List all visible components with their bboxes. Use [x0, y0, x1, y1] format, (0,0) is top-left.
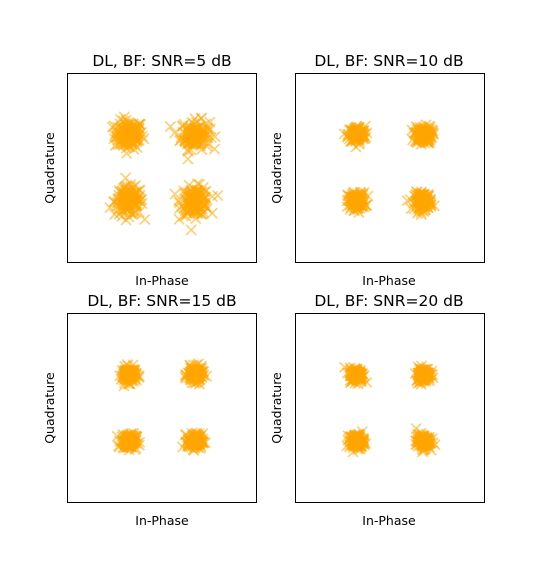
y-axis-label: Quadrature — [42, 372, 57, 444]
scatter-point — [119, 369, 131, 381]
marker-layer — [104, 111, 224, 236]
scatter-point — [416, 189, 428, 201]
scatter-point — [201, 140, 213, 152]
y-axis-label: Quadrature — [42, 132, 57, 204]
scatter-point — [351, 193, 363, 205]
scatter-point — [184, 198, 196, 211]
scatter-point — [164, 120, 177, 133]
subplot-snr5: DL, BF: SNR=5 dB In-Phase Quadrature — [42, 52, 257, 288]
axes-frame — [295, 73, 485, 263]
scatter-point — [104, 202, 116, 214]
scatter-point — [196, 126, 208, 138]
scatter-point — [421, 433, 433, 445]
scatter-point — [351, 203, 363, 215]
subplot-title: DL, BF: SNR=10 dB — [314, 52, 463, 70]
subplot-snr20: DL, BF: SNR=20 dB In-Phase Quadrature — [269, 292, 485, 528]
marker-layer — [338, 119, 440, 221]
scatter-point — [352, 443, 364, 455]
scatter-point — [349, 125, 361, 137]
scatter-point — [411, 375, 423, 387]
scatter-point — [185, 362, 197, 374]
scatter-point — [187, 125, 199, 137]
scatter-point — [117, 182, 129, 195]
scatter-point — [423, 120, 435, 132]
scatter-point — [178, 185, 190, 197]
scatter-point — [422, 130, 434, 142]
y-axis-label: Quadrature — [269, 132, 284, 204]
scatter-point — [427, 369, 439, 381]
axes-frame — [295, 313, 485, 503]
scatter-point — [124, 187, 136, 199]
y-axis-label: Quadrature — [269, 372, 284, 444]
marker-layer — [339, 360, 441, 458]
scatter-point — [133, 206, 145, 218]
scatter-point — [415, 368, 428, 380]
scatter-point — [194, 204, 206, 216]
scatter-point — [421, 199, 433, 211]
scatter-point — [128, 125, 140, 137]
scatter-point — [169, 188, 181, 200]
scatter-point — [112, 193, 124, 205]
scatter-point — [188, 183, 200, 195]
scatter-point — [122, 430, 134, 443]
subplot-title: DL, BF: SNR=15 dB — [87, 292, 236, 310]
scatter-point — [177, 120, 189, 132]
subplot-title: DL, BF: SNR=20 dB — [314, 292, 463, 310]
scatter-point — [112, 139, 124, 151]
scatter-point — [126, 135, 138, 147]
subplot-title: DL, BF: SNR=5 dB — [92, 52, 231, 70]
scatter-point — [184, 197, 196, 209]
scatter-point — [129, 198, 141, 210]
scatter-point — [417, 130, 430, 142]
scatter-point — [362, 190, 374, 202]
scatter-point — [351, 363, 363, 375]
scatter-point — [416, 443, 428, 456]
scatter-point — [182, 153, 194, 165]
scatter-point — [185, 224, 197, 236]
scatter-point — [190, 138, 202, 150]
scatter-point — [196, 112, 208, 124]
scatter-point — [121, 358, 133, 371]
x-axis-label: In-Phase — [362, 273, 416, 288]
scatter-point — [351, 195, 364, 207]
scatter-point — [116, 206, 128, 218]
scatter-point — [121, 121, 133, 133]
scatter-point — [118, 437, 130, 449]
scatter-point — [408, 127, 420, 139]
scatter-point — [204, 116, 216, 128]
x-axis-label: In-Phase — [135, 273, 189, 288]
scatter-point — [191, 438, 203, 450]
subplot-snr10: DL, BF: SNR=10 dB In-Phase Quadrature — [269, 52, 485, 288]
scatter-point — [133, 184, 145, 196]
scatter-point — [339, 361, 351, 373]
scatter-point — [349, 437, 361, 449]
scatter-point — [193, 369, 205, 381]
subplot-snr15: DL, BF: SNR=15 dB In-Phase Quadrature — [42, 292, 257, 528]
scatter-point — [358, 435, 370, 447]
scatter-point — [173, 195, 185, 207]
scatter-point — [209, 143, 221, 155]
scatter-point — [139, 213, 151, 226]
axes-frame — [67, 313, 257, 503]
scatter-point — [418, 434, 430, 446]
scatter-point — [175, 131, 187, 144]
scatter-point — [133, 118, 146, 130]
scatter-point — [351, 366, 363, 379]
marker-layer — [111, 358, 213, 456]
axes-frame — [67, 73, 257, 263]
scatter-point — [419, 436, 431, 448]
scatter-point — [401, 195, 413, 207]
scatter-point — [188, 207, 200, 219]
x-axis-label: In-Phase — [362, 513, 416, 528]
scatter-point — [132, 125, 144, 137]
scatter-point — [185, 194, 197, 206]
scatter-point — [212, 190, 224, 202]
x-axis-label: In-Phase — [135, 513, 189, 528]
